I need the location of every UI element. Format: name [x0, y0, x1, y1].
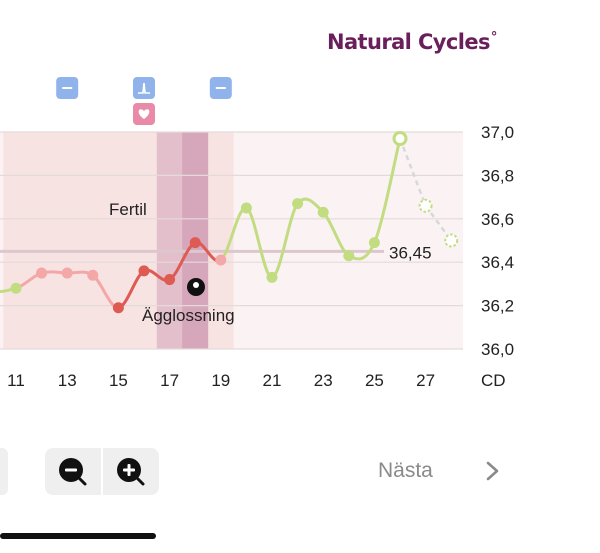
chevron-right-icon[interactable]: [484, 460, 502, 482]
y-tick-label: 36,0: [481, 340, 514, 359]
minus-icon: [215, 87, 226, 89]
x-tick-label: 19: [211, 371, 230, 390]
temperature-point[interactable]: [61, 267, 73, 279]
fertile-label: Fertil: [109, 200, 147, 219]
ovulation-label: Ägglossning: [142, 306, 235, 325]
x-tick-label: 17: [160, 371, 179, 390]
temperature-point[interactable]: [36, 267, 48, 279]
temperature-point[interactable]: [164, 274, 176, 286]
temperature-point[interactable]: [343, 250, 355, 262]
chart-controls: Nästa: [0, 448, 600, 496]
heart-icon: [138, 109, 150, 119]
x-tick-label: 23: [314, 371, 333, 390]
y-tick-label: 37,0: [481, 123, 514, 142]
minus-icon: [62, 87, 73, 89]
temperature-point[interactable]: [292, 198, 304, 210]
zoom-controls: [45, 448, 159, 495]
zoom-out-icon: [59, 457, 87, 485]
y-tick-label: 36,2: [481, 297, 514, 316]
x-tick-label: 25: [365, 371, 384, 390]
ovulation-egg-icon-inner: [193, 282, 199, 288]
lh-test-icon: [138, 82, 150, 94]
y-tick-label: 36,8: [481, 166, 514, 185]
zoom-divider: [101, 448, 103, 495]
predicted-line-segment: [398, 138, 427, 207]
x-axis-label: CD: [481, 371, 506, 390]
coverline-label: 36,45: [389, 243, 432, 262]
y-tick-label: 36,6: [481, 210, 514, 229]
temperature-point[interactable]: [317, 206, 329, 218]
home-indicator: [0, 533, 156, 539]
temperature-point[interactable]: [266, 271, 278, 283]
previous-button[interactable]: [0, 448, 8, 495]
x-tick-label: 15: [109, 371, 128, 390]
temperature-point[interactable]: [10, 282, 22, 294]
temperature-point[interactable]: [240, 202, 252, 214]
x-tick-label: 21: [263, 371, 282, 390]
zoom-in-button[interactable]: [103, 448, 159, 495]
next-button-label[interactable]: Nästa: [378, 459, 433, 482]
temperature-point-today[interactable]: [392, 131, 408, 147]
zoom-in-icon: [117, 457, 145, 485]
brand-logo: Natural Cycles°: [327, 30, 497, 54]
predicted-point: [418, 198, 433, 213]
temperature-point[interactable]: [112, 302, 124, 314]
predicted-point: [444, 233, 459, 248]
x-tick-label: 13: [58, 371, 77, 390]
temperature-point[interactable]: [87, 269, 99, 281]
x-tick-label: 11: [7, 371, 25, 390]
predicted-line-segment: [424, 205, 453, 242]
y-tick-label: 36,4: [481, 253, 514, 272]
temperature-point[interactable]: [189, 237, 201, 249]
temperature-chart: 37,0 36,8 36,6 36,4 36,2 36,0 11 13 15 17 19 21 23 25…: [0, 77, 514, 390]
x-tick-label: 27: [416, 371, 435, 390]
temperature-point[interactable]: [368, 237, 380, 249]
zoom-out-button[interactable]: [45, 448, 101, 495]
temperature-point[interactable]: [138, 265, 150, 277]
temperature-point[interactable]: [215, 254, 227, 266]
